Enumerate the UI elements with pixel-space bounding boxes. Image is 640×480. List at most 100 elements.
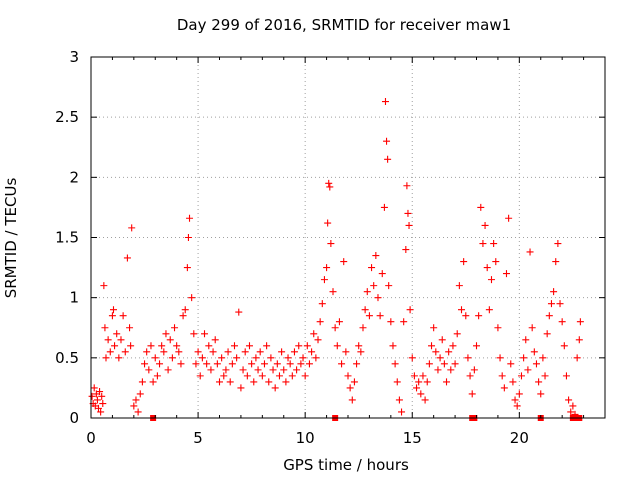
data-point (106, 348, 114, 356)
data-point (130, 402, 138, 410)
data-point (250, 378, 258, 386)
data-point (451, 360, 459, 368)
data-point (359, 324, 367, 332)
data-point (335, 318, 343, 326)
data-point (127, 342, 135, 350)
data-point (88, 392, 96, 400)
data-point (481, 221, 489, 229)
data-point (389, 342, 397, 350)
data-point (496, 354, 504, 362)
data-point (372, 252, 380, 260)
data-point (123, 254, 131, 262)
data-point (385, 282, 393, 290)
data-point (393, 378, 401, 386)
data-point (543, 330, 551, 338)
data-point (198, 354, 206, 362)
data-point (310, 330, 318, 338)
data-point (348, 396, 356, 404)
data-point (400, 318, 408, 326)
data-point (404, 209, 412, 217)
data-point (556, 300, 564, 308)
data-point (141, 360, 149, 368)
data-point (312, 354, 320, 362)
data-point (492, 258, 500, 266)
data-point (479, 240, 487, 248)
data-point (149, 378, 157, 386)
data-point (381, 98, 389, 106)
x-tick-label: 10 (296, 429, 315, 447)
data-point (550, 288, 558, 296)
data-point (100, 282, 108, 290)
data-point (290, 348, 298, 356)
data-point (413, 384, 421, 392)
data-point (104, 336, 112, 344)
data-point (353, 360, 361, 368)
data-point (370, 282, 378, 290)
data-point (515, 390, 523, 398)
data-point (164, 366, 172, 374)
data-point (132, 396, 140, 404)
data-point (528, 324, 536, 332)
data-point (455, 282, 463, 290)
data-point (530, 348, 538, 356)
data-point (101, 324, 109, 332)
data-point (216, 378, 223, 386)
data-point (267, 354, 275, 362)
data-point (513, 402, 521, 410)
data-point (318, 300, 326, 308)
data-point (323, 264, 331, 272)
data-point (299, 354, 307, 362)
data-points (88, 98, 584, 421)
data-point (237, 384, 245, 392)
y-tick-label: 0 (69, 409, 79, 427)
data-point (94, 404, 102, 412)
data-point (545, 312, 553, 320)
data-point (218, 354, 226, 362)
data-point (575, 336, 583, 344)
data-point (293, 366, 301, 374)
data-point (151, 354, 159, 362)
data-point (554, 240, 562, 248)
data-point (567, 408, 575, 416)
data-point (136, 390, 144, 398)
data-point (145, 366, 153, 374)
tick-marks (90, 56, 605, 419)
data-point (245, 342, 253, 350)
data-point (99, 400, 107, 408)
data-point (138, 378, 146, 386)
data-point (271, 384, 279, 392)
data-point (224, 348, 232, 356)
data-point (213, 360, 221, 368)
data-point (565, 396, 573, 404)
data-point (147, 342, 155, 350)
data-point (226, 378, 234, 386)
data-point (162, 330, 170, 338)
data-point (333, 342, 341, 350)
x-tick-label: 0 (86, 429, 96, 447)
data-point (462, 312, 470, 320)
data-point (278, 348, 286, 356)
data-point (378, 270, 386, 278)
data-point (273, 360, 281, 368)
data-point (203, 360, 211, 368)
data-point (539, 354, 547, 362)
data-point (254, 366, 262, 374)
data-point (432, 348, 440, 356)
data-point (201, 330, 209, 338)
x-tick-labels: 0 5 10 15 20 (86, 429, 529, 447)
data-point (305, 360, 313, 368)
data-point (355, 342, 363, 350)
data-point (494, 324, 502, 332)
data-point (384, 155, 392, 163)
data-point (331, 324, 339, 332)
data-point (395, 396, 403, 404)
data-point (453, 330, 461, 338)
data-point (408, 354, 416, 362)
data-point (505, 214, 513, 222)
data-point (320, 276, 328, 284)
data-point (374, 294, 382, 302)
data-point (241, 348, 249, 356)
data-point (569, 402, 577, 410)
data-point (248, 360, 256, 368)
data-point (417, 390, 425, 398)
